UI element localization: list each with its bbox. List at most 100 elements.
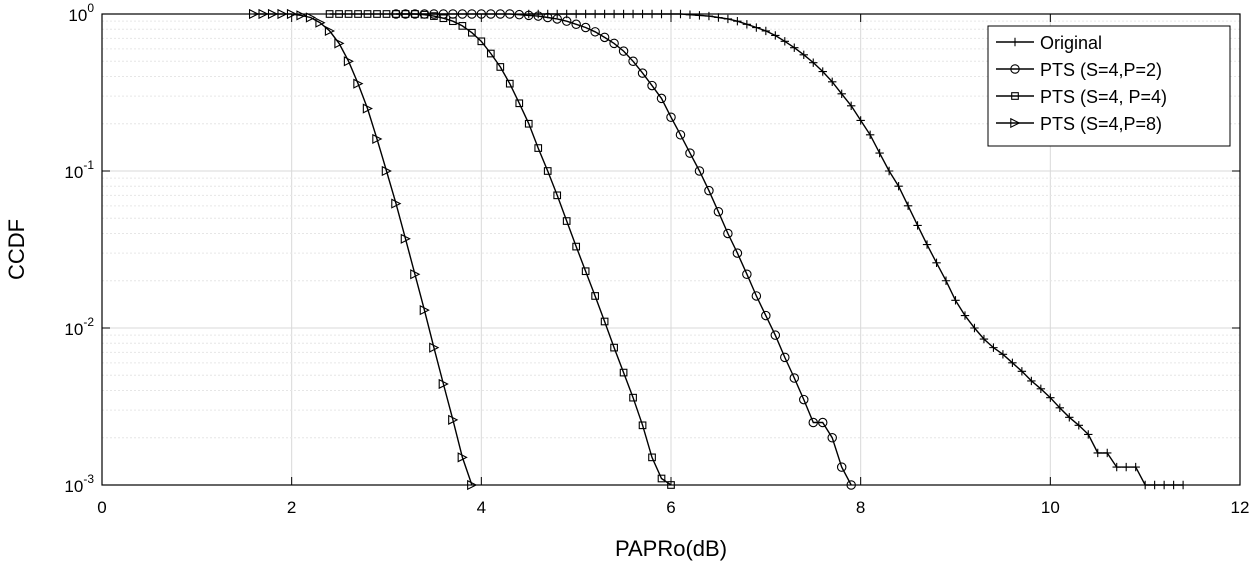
data-point <box>1112 462 1121 472</box>
data-point <box>324 25 336 37</box>
data-point <box>856 116 865 125</box>
data-point <box>523 10 534 21</box>
data-point <box>552 14 562 24</box>
data-point <box>732 248 743 258</box>
data-point <box>827 432 837 443</box>
data-point <box>562 217 571 225</box>
data-point <box>656 93 667 104</box>
data-point <box>979 334 989 344</box>
data-point <box>638 421 647 430</box>
data-point <box>913 221 922 230</box>
data-point <box>1046 393 1055 402</box>
data-point <box>572 242 581 251</box>
data-point <box>619 368 628 377</box>
legend-label: Original <box>1040 33 1102 53</box>
data-point <box>1017 367 1027 376</box>
data-point <box>438 378 449 390</box>
data-point <box>362 103 373 114</box>
data-point <box>1027 376 1036 386</box>
data-point <box>296 10 307 21</box>
data-point <box>1065 413 1074 422</box>
data-point <box>704 185 714 196</box>
data-point <box>571 19 581 30</box>
x-tick-label: 4 <box>477 498 486 517</box>
y-axis-label: CCDF <box>4 219 29 280</box>
data-point <box>733 16 742 26</box>
data-point <box>647 80 657 91</box>
data-point <box>771 31 780 40</box>
legend: Original PTS (S=4,P=2) PTS (S=4, P=4) PTS (… <box>987 25 1231 147</box>
legend-marker <box>1010 117 1021 129</box>
data-point <box>723 228 733 239</box>
data-point <box>789 373 800 383</box>
data-point <box>372 133 383 145</box>
data-point <box>809 58 818 67</box>
data-point <box>637 68 648 78</box>
data-point <box>780 352 790 363</box>
data-point <box>467 28 476 37</box>
data-point <box>420 10 429 19</box>
legend-marker <box>1011 92 1019 100</box>
data-point <box>448 414 459 425</box>
data-point <box>951 296 960 305</box>
legend-marker <box>1010 64 1020 74</box>
data-point <box>694 166 705 176</box>
data-point <box>477 37 486 46</box>
data-point <box>790 43 799 52</box>
data-point <box>666 112 676 122</box>
data-point <box>675 130 686 140</box>
data-point <box>430 12 438 20</box>
data-point <box>610 343 618 352</box>
data-point <box>334 38 345 49</box>
data-point <box>524 119 533 128</box>
data-point <box>496 63 505 71</box>
data-point <box>1055 403 1065 413</box>
data-point <box>818 67 827 76</box>
y-tick-label: 100 <box>68 1 94 25</box>
data-point <box>343 56 354 67</box>
data-point <box>514 9 525 20</box>
data-point <box>305 12 317 23</box>
data-point <box>960 311 970 320</box>
data-point <box>837 89 846 99</box>
data-point <box>628 56 638 67</box>
data-point <box>590 27 600 37</box>
data-point <box>505 79 514 88</box>
data-point <box>714 13 723 22</box>
data-point <box>1093 448 1102 458</box>
x-tick-label: 8 <box>856 498 865 517</box>
data-point <box>817 417 828 428</box>
data-point <box>486 49 495 58</box>
data-point <box>761 26 771 36</box>
data-point <box>553 191 562 200</box>
data-point <box>618 46 629 56</box>
data-point <box>410 269 421 280</box>
data-point <box>970 323 979 333</box>
data-point <box>685 148 695 158</box>
data-point <box>419 305 430 316</box>
data-point <box>391 198 402 209</box>
legend-label: PTS (S=4,P=8) <box>1040 114 1162 134</box>
data-point <box>543 167 552 175</box>
data-point <box>828 77 837 86</box>
data-point <box>648 453 656 462</box>
data-point <box>561 16 572 26</box>
data-point <box>429 342 440 353</box>
data-point <box>1084 430 1093 439</box>
data-point <box>846 101 856 111</box>
data-point <box>742 269 752 279</box>
data-point <box>400 233 411 244</box>
data-point <box>580 22 591 33</box>
x-tick-label: 12 <box>1231 498 1250 517</box>
data-point <box>704 11 714 21</box>
data-point <box>998 350 1008 359</box>
data-point <box>941 276 951 285</box>
data-point <box>457 452 468 463</box>
data-point <box>353 78 364 89</box>
data-point <box>599 32 610 43</box>
axis-ticks: 0 2 4 6 8 10 12 100 10-1 10-2 10-3 <box>64 1 1249 517</box>
data-point <box>1008 358 1017 368</box>
data-point <box>1036 384 1046 393</box>
data-point <box>989 343 998 352</box>
